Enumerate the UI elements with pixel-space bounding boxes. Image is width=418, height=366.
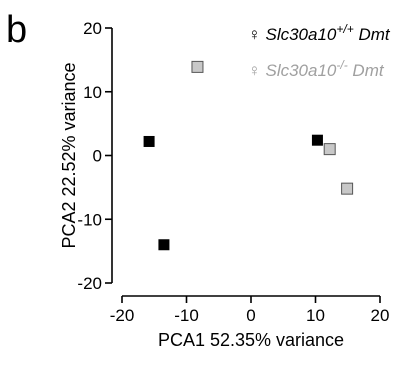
x-tick-label: 0 (246, 306, 255, 325)
legend-entry: ♀ Slc30a10-/- Dmt (248, 58, 385, 80)
x-tick-label: -10 (174, 306, 199, 325)
wt-data-point (158, 239, 170, 251)
legend-strain: Dmt (348, 61, 385, 80)
ko-data-point (323, 143, 336, 156)
x-tick-label: 10 (306, 306, 325, 325)
legend-entry: ♀ Slc30a10+/+ Dmt (248, 22, 391, 44)
x-tick-label: -20 (110, 306, 135, 325)
legend-gene: Slc30a10 (265, 61, 336, 80)
data-points (143, 60, 354, 251)
y-tick-label: 0 (93, 147, 102, 166)
legend-strain: Dmt (354, 25, 391, 44)
legend-genotype: +/+ (336, 22, 353, 36)
legend: ♀ Slc30a10+/+ Dmt♀ Slc30a10-/- Dmt (248, 22, 391, 80)
y-axis-title: PCA2 22.52% variance (59, 62, 79, 248)
female-symbol: ♀ (248, 25, 265, 44)
y-tick-label: 10 (83, 83, 102, 102)
plot-axes: -20 -10 0 10 20 -20 -10 0 10 20 PCA1 52.35% varian… (59, 19, 389, 350)
ko-data-point (191, 60, 204, 73)
ko-data-point (341, 182, 354, 195)
female-symbol: ♀ (248, 61, 265, 80)
wt-data-point (311, 134, 323, 146)
x-tick-label: 20 (371, 306, 390, 325)
y-tick-label: -20 (77, 274, 102, 293)
x-axis-title: PCA1 52.35% variance (158, 330, 344, 350)
legend-genotype: -/- (336, 58, 347, 72)
legend-gene: Slc30a10 (265, 25, 336, 44)
panel-label: b (6, 9, 27, 51)
y-tick-label: -10 (77, 210, 102, 229)
wt-data-point (143, 135, 155, 147)
y-tick-label: 20 (83, 19, 102, 38)
